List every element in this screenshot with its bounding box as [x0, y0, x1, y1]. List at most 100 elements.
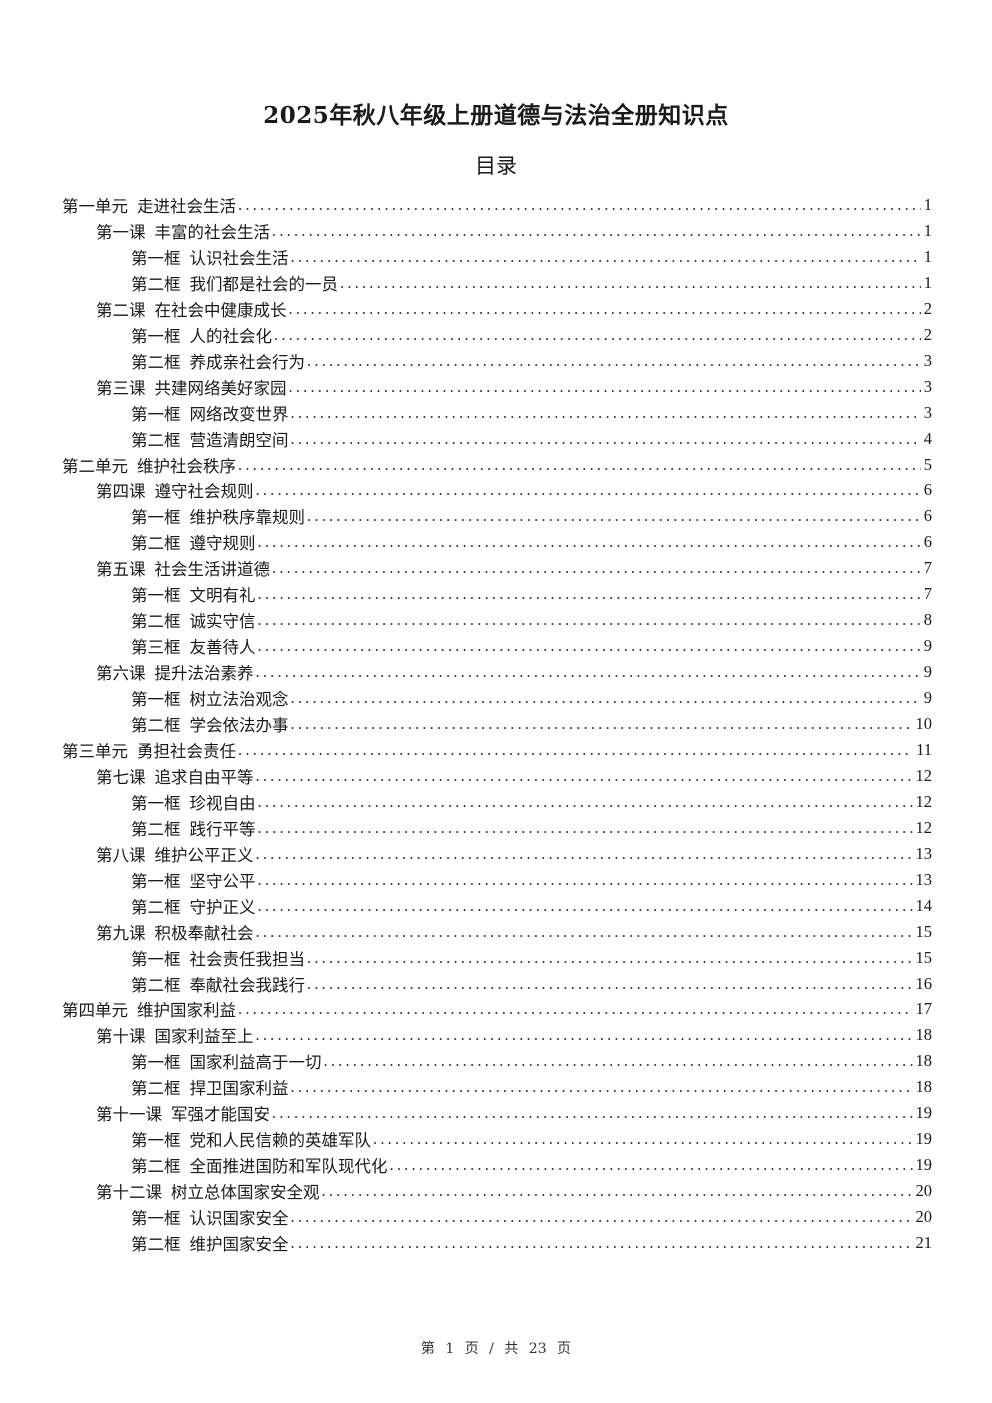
- toc-entry-text: 提升法治素养: [154, 664, 254, 684]
- toc-entry[interactable]: 第九课 积极奉献社会...............................…: [96, 919, 932, 945]
- dot-leader: ........................................…: [323, 1051, 913, 1071]
- toc-entry[interactable]: 第二框 遵守规则.................................…: [131, 529, 932, 555]
- toc-entry[interactable]: 第五课 社会生活讲道德..............................…: [96, 555, 932, 581]
- toc-entry[interactable]: 第二框 学会依法办事...............................…: [131, 711, 932, 737]
- dot-leader: ........................................…: [290, 688, 921, 708]
- dot-leader: ........................................…: [272, 220, 921, 240]
- toc-entry-number: 第二框: [131, 430, 181, 450]
- toc-entry[interactable]: 第十课 国家利益至上...............................…: [96, 1022, 932, 1048]
- toc-entry[interactable]: 第二框 守护正义.................................…: [131, 893, 932, 919]
- toc-entry-page: 3: [923, 376, 932, 396]
- toc-entry-text: 维护国家安全: [189, 1235, 289, 1254]
- toc-entry-number: 第一框: [131, 404, 181, 424]
- document-title: 2025年秋八年级上册道德与法治全册知识点: [263, 102, 729, 129]
- toc-entry[interactable]: 第一框 坚守公平.................................…: [131, 867, 932, 893]
- dot-leader: ........................................…: [238, 739, 914, 759]
- toc-entry-number: 第二框: [131, 975, 181, 995]
- toc-entry[interactable]: 第一框 文明有礼.................................…: [131, 581, 932, 607]
- toc-entry-number: 第九课: [96, 923, 146, 943]
- toc-entry-page: 5: [923, 454, 932, 474]
- toc-entry[interactable]: 第一框 国家利益高于一切.............................…: [131, 1048, 932, 1074]
- dot-leader: ........................................…: [257, 791, 913, 811]
- toc-entry[interactable]: 第八课 维护公平正义...............................…: [96, 841, 932, 867]
- toc-entry[interactable]: 第一框 维护秩序靠规则..............................…: [131, 503, 932, 529]
- toc-entry[interactable]: 第一框 网络改变世界...............................…: [131, 400, 932, 426]
- toc-entry-label: 第十二课 树立总体国家安全观: [96, 1179, 320, 1203]
- toc-entry-number: 第一框: [131, 326, 181, 346]
- toc-entry-text: 维护国家利益: [137, 1001, 236, 1021]
- toc-entry[interactable]: 第三单元 勇担社会责任..............................…: [62, 737, 932, 763]
- toc-entry-text: 党和人民信赖的英雄军队: [189, 1131, 372, 1151]
- toc-entry[interactable]: 第二框 我们都是社会的一员............................…: [131, 270, 932, 296]
- toc-entry-number: 第一单元: [62, 197, 128, 216]
- toc-entry-label: 第五课 社会生活讲道德: [96, 556, 270, 580]
- toc-entry-page: 18: [915, 1025, 933, 1045]
- dot-leader: ........................................…: [257, 532, 921, 552]
- toc-entry-number: 第一框: [131, 793, 181, 813]
- dot-leader: ........................................…: [255, 662, 921, 682]
- toc-entry[interactable]: 第四单元 维护国家利益..............................…: [62, 996, 932, 1022]
- toc-entry-text: 坚守公平: [189, 871, 256, 891]
- toc-entry[interactable]: 第二框 诚实守信.................................…: [131, 607, 932, 633]
- dot-leader: ........................................…: [307, 506, 921, 526]
- toc-entry-text: 养成亲社会行为: [189, 352, 306, 372]
- toc-entry[interactable]: 第三课 共建网络美好家园.............................…: [96, 374, 932, 400]
- toc-entry[interactable]: 第十二课 树立总体国家安全观...........................…: [96, 1178, 932, 1204]
- dot-leader: ........................................…: [257, 895, 913, 915]
- toc-entry-label: 第一框 认识国家安全: [131, 1205, 289, 1229]
- toc-entry-text: 营造清朗空间: [189, 430, 289, 450]
- dot-leader: ........................................…: [238, 999, 913, 1019]
- toc-entry-number: 第一框: [131, 949, 181, 969]
- toc-entry[interactable]: 第七课 追求自由平等...............................…: [96, 763, 932, 789]
- toc-entry-label: 第二框 维护国家安全: [131, 1231, 289, 1255]
- toc-entry[interactable]: 第一框 珍视自由.................................…: [131, 789, 932, 815]
- toc-entry[interactable]: 第二框 奉献社会我践行..............................…: [131, 971, 932, 997]
- toc-entry-page: 4: [923, 428, 932, 448]
- toc-entry-label: 第二框 我们都是社会的一员: [131, 271, 338, 295]
- toc-entry-number: 第二框: [131, 1157, 181, 1177]
- dot-leader: ........................................…: [307, 350, 921, 370]
- toc-entry[interactable]: 第三框 友善待人.................................…: [131, 633, 932, 659]
- toc-entry-label: 第一框 党和人民信赖的英雄军队: [131, 1127, 371, 1151]
- toc-entry[interactable]: 第六课 提升法治素养...............................…: [96, 659, 932, 685]
- toc-entry[interactable]: 第一课 丰富的社会生活..............................…: [96, 218, 932, 244]
- toc-entry-text: 践行平等: [189, 819, 256, 839]
- toc-entry[interactable]: 第一单元 走进社会生活..............................…: [62, 192, 932, 218]
- dot-leader: ........................................…: [290, 1077, 913, 1097]
- toc-entry-text: 勇担社会责任: [137, 741, 236, 761]
- toc-entry-number: 第十二课: [96, 1183, 162, 1203]
- toc-entry[interactable]: 第二课 在社会中健康成长.............................…: [96, 296, 932, 322]
- toc-entry[interactable]: 第二框 养成亲社会行为..............................…: [131, 348, 932, 374]
- toc-entry-label: 第九课 积极奉献社会: [96, 920, 254, 944]
- toc-entry[interactable]: 第十一课 军强才能国安..............................…: [96, 1100, 932, 1126]
- toc-entry-label: 第二框 奉献社会我践行: [131, 972, 305, 996]
- toc-entry-label: 第二框 诚实守信: [131, 608, 256, 632]
- toc-entry[interactable]: 第四课 遵守社会规则...............................…: [96, 477, 932, 503]
- toc-entry-number: 第十一课: [96, 1105, 162, 1125]
- toc-entry[interactable]: 第一框 社会责任我担当..............................…: [131, 945, 932, 971]
- toc-entry[interactable]: 第二框 捍卫国家利益...............................…: [131, 1074, 932, 1100]
- toc-entry[interactable]: 第二框 践行平等.................................…: [131, 815, 932, 841]
- toc-entry[interactable]: 第一框 认识社会生活...............................…: [131, 244, 932, 270]
- toc-entry-number: 第二框: [131, 1079, 181, 1099]
- toc-entry[interactable]: 第一框 党和人民信赖的英雄军队..........................…: [131, 1126, 932, 1152]
- toc-entry[interactable]: 第二框 营造清朗空间...............................…: [131, 426, 932, 452]
- dot-leader: ........................................…: [288, 298, 921, 318]
- toc-entry[interactable]: 第二框 维护国家安全...............................…: [131, 1230, 932, 1256]
- toc-entry-page: 21: [915, 1233, 933, 1252]
- toc-entry-page: 2: [923, 298, 932, 318]
- dot-leader: ........................................…: [290, 428, 921, 448]
- toc-entry[interactable]: 第一框 人的社会化................................…: [131, 322, 932, 348]
- toc-entry[interactable]: 第一框 树立法治观念...............................…: [131, 685, 932, 711]
- toc-entry-text: 认识社会生活: [189, 248, 289, 268]
- toc-entry[interactable]: 第二单元 维护社会秩序..............................…: [62, 452, 932, 478]
- toc-entry-page: 6: [923, 532, 932, 552]
- toc-entry-text: 网络改变世界: [189, 404, 289, 424]
- toc-entry[interactable]: 第二框 全面推进国防和军队现代化.........................…: [131, 1152, 932, 1178]
- dot-leader: ........................................…: [307, 947, 913, 967]
- toc-entry-number: 第二框: [131, 819, 181, 839]
- dot-leader: ........................................…: [238, 195, 921, 214]
- toc-entry[interactable]: 第一框 认识国家安全...............................…: [131, 1204, 932, 1230]
- dot-leader: ........................................…: [255, 921, 913, 941]
- toc-entry-text: 追求自由平等: [154, 767, 254, 787]
